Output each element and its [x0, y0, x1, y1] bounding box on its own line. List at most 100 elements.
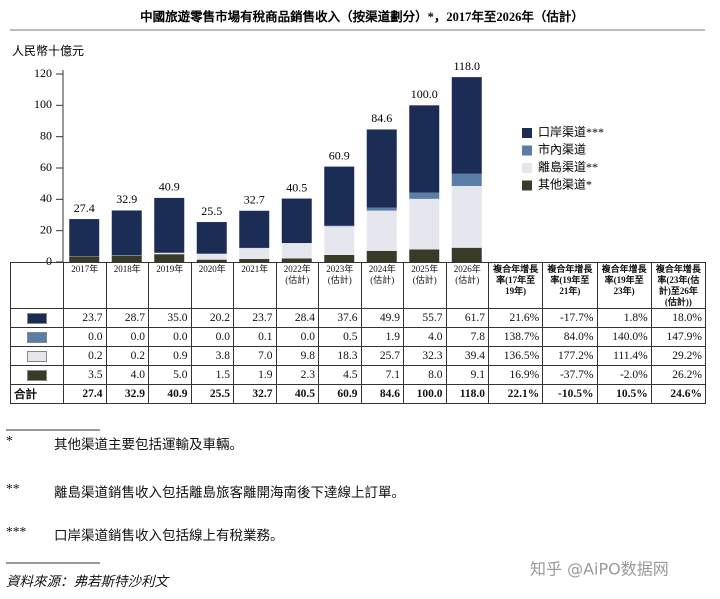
table-value: 0.2	[63, 346, 107, 366]
cagr-value: 147.9%	[650, 327, 707, 347]
cagr-total: 24.6%	[650, 384, 707, 404]
bar-segment	[69, 256, 100, 262]
table-row: 2017年 2018年 2019年 2020年 2021年 2022年(估計) 2023年(…	[10, 262, 707, 309]
table-value: 55.7	[403, 308, 447, 328]
bar-segment	[366, 129, 397, 208]
x-tick-label: 2024年(估計)	[360, 262, 404, 309]
legend-swatch	[522, 180, 532, 191]
bar-segment	[281, 243, 312, 259]
table-value: 0.2	[105, 346, 149, 366]
y-tick-label: 80	[40, 128, 52, 142]
bar-segment	[196, 253, 227, 260]
footnote-mark: *	[6, 433, 13, 448]
bar-segment	[281, 258, 312, 262]
bar-segment	[324, 166, 355, 226]
cagr-value: 26.2%	[650, 365, 707, 385]
bar-segment	[196, 259, 227, 262]
row-swatch	[10, 346, 64, 366]
total-label: 118.0	[453, 59, 480, 73]
watermark: 知乎 @AiPO数据网	[530, 560, 669, 579]
y-tick-label: 120	[34, 66, 52, 80]
footnote-text: 離島渠道銷售收入包括離島旅客離開海南後下達線上訂單。	[54, 485, 405, 500]
bar-segment	[451, 247, 482, 262]
table-value: 3.5	[63, 365, 107, 385]
total-label: 27.4	[74, 201, 95, 215]
table-value: 1.9	[233, 365, 277, 385]
table-value: 0.0	[63, 327, 107, 347]
table-value: 35.0	[148, 308, 192, 328]
cagr-value: -37.7%	[542, 365, 598, 385]
footnote-mark: **	[6, 481, 20, 496]
bar-segment	[451, 77, 482, 174]
row-swatch	[10, 365, 64, 385]
cagr-header: 複合年增長率(17年至19年)	[487, 262, 544, 309]
total-row-label: 合計	[10, 384, 64, 404]
table-value: 0.5	[318, 327, 362, 347]
cagr-total: -10.5%	[542, 384, 598, 404]
total-label: 84.6	[371, 111, 392, 125]
y-tick-label: 20	[40, 222, 52, 236]
table-value: 4.5	[318, 365, 362, 385]
bar-segment	[154, 197, 185, 253]
footnote: * 其他渠道主要包括運輸及車輛。	[6, 433, 243, 452]
table-value: 4.0	[105, 365, 149, 385]
bar-segment	[366, 250, 397, 262]
cagr-header: 複合年增長率(19年至23年)	[596, 262, 652, 309]
bar-segment	[324, 254, 355, 262]
x-tick-label: 2022年(估計)	[275, 262, 319, 309]
footnote-text: 口岸渠道銷售收入包括線上有稅業務。	[54, 528, 284, 543]
bar-segment	[69, 219, 100, 257]
bar-segment	[239, 248, 270, 260]
bar-segment	[111, 255, 142, 262]
y-tick-label: 0	[46, 254, 52, 268]
table-value: 8.0	[403, 365, 447, 385]
legend-swatch	[27, 312, 47, 324]
cagr-value: 1.8%	[596, 308, 652, 328]
bar-segment	[409, 192, 440, 199]
table-value: 61.7	[445, 308, 489, 328]
cagr-value: -17.7%	[542, 308, 598, 328]
bar-segment	[154, 252, 185, 255]
table-value: 4.0	[403, 327, 447, 347]
x-tick-label: 2021年	[233, 262, 277, 309]
table-value: 28.4	[275, 308, 319, 328]
table-value: 3.8	[190, 346, 234, 366]
cagr-value: 140.0%	[596, 327, 652, 347]
table-value: 0.0	[190, 327, 234, 347]
table-row: 23.7 28.7 35.0 20.2 23.7 28.4 37.6 49.9 55.7 61.7…	[10, 308, 707, 328]
cagr-value: 136.5%	[487, 346, 544, 366]
row-swatch	[10, 327, 64, 347]
cagr-header: 複合年增長率(19年至21年)	[542, 262, 598, 309]
table-value: 18.3	[318, 346, 362, 366]
table-value: 37.6	[318, 308, 362, 328]
bar-segment	[409, 249, 440, 262]
table-value: 49.9	[360, 308, 404, 328]
legend-swatch	[522, 128, 532, 138]
table-value: 20.2	[190, 308, 234, 328]
x-tick-label: 2020年	[190, 262, 234, 309]
table-value: 0.1	[233, 327, 277, 347]
cagr-value: 21.6%	[487, 308, 544, 328]
x-tick-label: 2018年	[105, 262, 149, 309]
table-total: 27.4	[63, 384, 107, 404]
cagr-header: 複合年增長率(23年(估計)至26年(估計))	[650, 262, 707, 309]
table-total: 84.6	[360, 384, 404, 404]
cagr-value: 111.4%	[596, 346, 652, 366]
bar-segment	[196, 222, 227, 254]
bar-segment	[239, 210, 270, 248]
footnote-text: 其他渠道主要包括運輸及車輛。	[54, 437, 243, 452]
bar-segment	[451, 173, 482, 187]
x-tick-label: 2019年	[148, 262, 192, 309]
table-total: 118.0	[445, 384, 489, 404]
bar-segment	[154, 254, 185, 262]
table-value: 28.7	[105, 308, 149, 328]
bar-segment	[281, 198, 312, 244]
footnote-mark: ***	[6, 524, 27, 539]
table-value: 7.1	[360, 365, 404, 385]
total-label: 25.5	[201, 204, 222, 218]
table-value: 9.1	[445, 365, 489, 385]
legend-label: 市內渠道	[538, 141, 586, 156]
legend-label: 口岸渠道***	[538, 125, 604, 139]
y-tick-label: 100	[34, 97, 52, 111]
